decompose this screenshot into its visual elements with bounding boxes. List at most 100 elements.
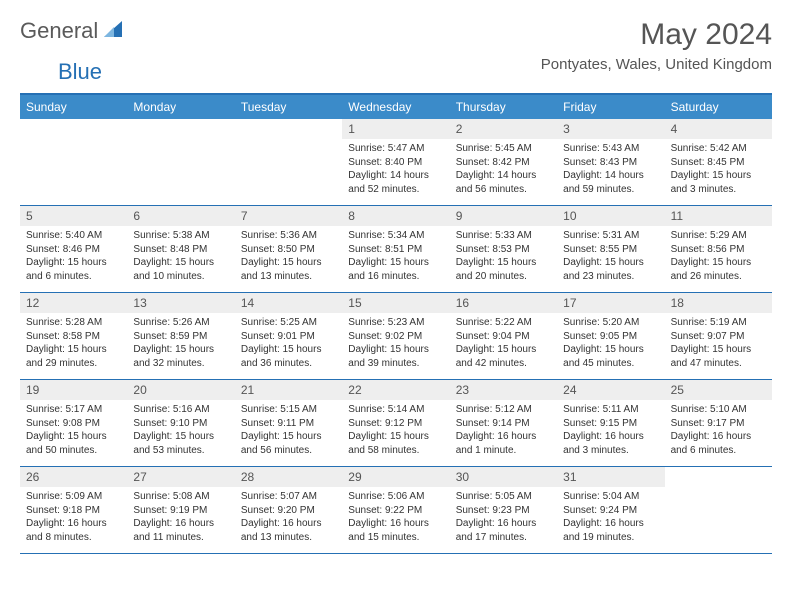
day-data: Sunrise: 5:22 AMSunset: 9:04 PMDaylight:… (450, 313, 557, 376)
sunrise-text: Sunrise: 5:11 AM (563, 403, 658, 417)
daylight-text: Daylight: 14 hours and 56 minutes. (456, 169, 551, 196)
sunrise-text: Sunrise: 5:29 AM (671, 229, 766, 243)
sunrise-text: Sunrise: 5:07 AM (241, 490, 336, 504)
daylight-text: Daylight: 16 hours and 3 minutes. (563, 430, 658, 457)
daylight-text: Daylight: 15 hours and 45 minutes. (563, 343, 658, 370)
sunrise-text: Sunrise: 5:09 AM (26, 490, 121, 504)
sunset-text: Sunset: 8:59 PM (133, 330, 228, 344)
day-data: Sunrise: 5:42 AMSunset: 8:45 PMDaylight:… (665, 139, 772, 202)
sunset-text: Sunset: 8:46 PM (26, 243, 121, 257)
sunset-text: Sunset: 9:22 PM (348, 504, 443, 518)
sunset-text: Sunset: 9:11 PM (241, 417, 336, 431)
sunset-text: Sunset: 9:02 PM (348, 330, 443, 344)
sunset-text: Sunset: 9:20 PM (241, 504, 336, 518)
sunset-text: Sunset: 9:24 PM (563, 504, 658, 518)
daylight-text: Daylight: 14 hours and 52 minutes. (348, 169, 443, 196)
day-number: 26 (20, 467, 127, 487)
sunset-text: Sunset: 8:58 PM (26, 330, 121, 344)
daylight-text: Daylight: 15 hours and 16 minutes. (348, 256, 443, 283)
day-cell: 20Sunrise: 5:16 AMSunset: 9:10 PMDayligh… (127, 380, 234, 466)
day-cell: 14Sunrise: 5:25 AMSunset: 9:01 PMDayligh… (235, 293, 342, 379)
day-cell: 9Sunrise: 5:33 AMSunset: 8:53 PMDaylight… (450, 206, 557, 292)
sunrise-text: Sunrise: 5:06 AM (348, 490, 443, 504)
day-number: 14 (235, 293, 342, 313)
day-data: Sunrise: 5:20 AMSunset: 9:05 PMDaylight:… (557, 313, 664, 376)
sunset-text: Sunset: 8:53 PM (456, 243, 551, 257)
day-data: Sunrise: 5:33 AMSunset: 8:53 PMDaylight:… (450, 226, 557, 289)
day-number: 9 (450, 206, 557, 226)
day-number: 15 (342, 293, 449, 313)
sunset-text: Sunset: 9:17 PM (671, 417, 766, 431)
week-row: 26Sunrise: 5:09 AMSunset: 9:18 PMDayligh… (20, 467, 772, 554)
sunset-text: Sunset: 9:12 PM (348, 417, 443, 431)
sunset-text: Sunset: 9:04 PM (456, 330, 551, 344)
sunset-text: Sunset: 8:42 PM (456, 156, 551, 170)
day-number: 6 (127, 206, 234, 226)
day-data: Sunrise: 5:31 AMSunset: 8:55 PMDaylight:… (557, 226, 664, 289)
sunrise-text: Sunrise: 5:26 AM (133, 316, 228, 330)
day-number: 20 (127, 380, 234, 400)
day-number: 30 (450, 467, 557, 487)
day-data: Sunrise: 5:10 AMSunset: 9:17 PMDaylight:… (665, 400, 772, 463)
daylight-text: Daylight: 16 hours and 1 minute. (456, 430, 551, 457)
weekday-header: Monday (127, 95, 234, 119)
day-data: Sunrise: 5:07 AMSunset: 9:20 PMDaylight:… (235, 487, 342, 550)
sunset-text: Sunset: 9:10 PM (133, 417, 228, 431)
day-cell: 13Sunrise: 5:26 AMSunset: 8:59 PMDayligh… (127, 293, 234, 379)
day-cell (20, 119, 127, 205)
day-data: Sunrise: 5:43 AMSunset: 8:43 PMDaylight:… (557, 139, 664, 202)
sunrise-text: Sunrise: 5:15 AM (241, 403, 336, 417)
day-number: 11 (665, 206, 772, 226)
day-cell (127, 119, 234, 205)
daylight-text: Daylight: 16 hours and 13 minutes. (241, 517, 336, 544)
daylight-text: Daylight: 15 hours and 50 minutes. (26, 430, 121, 457)
day-cell: 26Sunrise: 5:09 AMSunset: 9:18 PMDayligh… (20, 467, 127, 553)
weekday-header: Sunday (20, 95, 127, 119)
day-data: Sunrise: 5:40 AMSunset: 8:46 PMDaylight:… (20, 226, 127, 289)
sunset-text: Sunset: 8:51 PM (348, 243, 443, 257)
daylight-text: Daylight: 15 hours and 3 minutes. (671, 169, 766, 196)
week-row: 12Sunrise: 5:28 AMSunset: 8:58 PMDayligh… (20, 293, 772, 380)
day-number: 31 (557, 467, 664, 487)
day-number: 5 (20, 206, 127, 226)
day-number: 17 (557, 293, 664, 313)
day-data: Sunrise: 5:29 AMSunset: 8:56 PMDaylight:… (665, 226, 772, 289)
day-cell: 23Sunrise: 5:12 AMSunset: 9:14 PMDayligh… (450, 380, 557, 466)
day-data: Sunrise: 5:47 AMSunset: 8:40 PMDaylight:… (342, 139, 449, 202)
sunrise-text: Sunrise: 5:22 AM (456, 316, 551, 330)
sunset-text: Sunset: 9:19 PM (133, 504, 228, 518)
sunset-text: Sunset: 9:14 PM (456, 417, 551, 431)
day-number: 8 (342, 206, 449, 226)
sunrise-text: Sunrise: 5:20 AM (563, 316, 658, 330)
day-cell: 2Sunrise: 5:45 AMSunset: 8:42 PMDaylight… (450, 119, 557, 205)
day-data: Sunrise: 5:28 AMSunset: 8:58 PMDaylight:… (20, 313, 127, 376)
sunrise-text: Sunrise: 5:10 AM (671, 403, 766, 417)
day-data: Sunrise: 5:05 AMSunset: 9:23 PMDaylight:… (450, 487, 557, 550)
sunrise-text: Sunrise: 5:17 AM (26, 403, 121, 417)
sunrise-text: Sunrise: 5:14 AM (348, 403, 443, 417)
sunset-text: Sunset: 9:23 PM (456, 504, 551, 518)
sunrise-text: Sunrise: 5:31 AM (563, 229, 658, 243)
calendar-grid: Sunday Monday Tuesday Wednesday Thursday… (20, 93, 772, 554)
day-data: Sunrise: 5:36 AMSunset: 8:50 PMDaylight:… (235, 226, 342, 289)
daylight-text: Daylight: 16 hours and 8 minutes. (26, 517, 121, 544)
weekday-header: Saturday (665, 95, 772, 119)
sunset-text: Sunset: 8:40 PM (348, 156, 443, 170)
day-cell: 11Sunrise: 5:29 AMSunset: 8:56 PMDayligh… (665, 206, 772, 292)
day-cell: 12Sunrise: 5:28 AMSunset: 8:58 PMDayligh… (20, 293, 127, 379)
sunset-text: Sunset: 9:01 PM (241, 330, 336, 344)
day-cell: 22Sunrise: 5:14 AMSunset: 9:12 PMDayligh… (342, 380, 449, 466)
sunset-text: Sunset: 9:15 PM (563, 417, 658, 431)
day-cell: 28Sunrise: 5:07 AMSunset: 9:20 PMDayligh… (235, 467, 342, 553)
daylight-text: Daylight: 15 hours and 53 minutes. (133, 430, 228, 457)
day-cell: 15Sunrise: 5:23 AMSunset: 9:02 PMDayligh… (342, 293, 449, 379)
day-cell: 17Sunrise: 5:20 AMSunset: 9:05 PMDayligh… (557, 293, 664, 379)
sunrise-text: Sunrise: 5:25 AM (241, 316, 336, 330)
month-title: May 2024 (541, 18, 772, 52)
day-number: 4 (665, 119, 772, 139)
daylight-text: Daylight: 16 hours and 19 minutes. (563, 517, 658, 544)
sunset-text: Sunset: 9:08 PM (26, 417, 121, 431)
day-data: Sunrise: 5:06 AMSunset: 9:22 PMDaylight:… (342, 487, 449, 550)
day-data: Sunrise: 5:15 AMSunset: 9:11 PMDaylight:… (235, 400, 342, 463)
sunrise-text: Sunrise: 5:40 AM (26, 229, 121, 243)
